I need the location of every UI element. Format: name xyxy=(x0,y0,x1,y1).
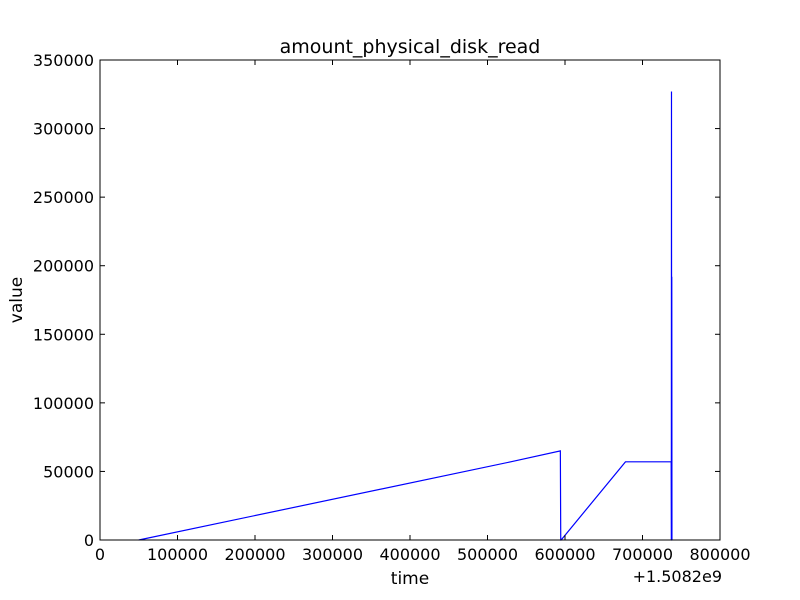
x-tick-label: 700000 xyxy=(612,545,673,564)
y-tick-label: 0 xyxy=(84,531,94,550)
y-tick-label: 350000 xyxy=(33,51,94,70)
y-tick-label: 250000 xyxy=(33,188,94,207)
x-tick-label: 500000 xyxy=(457,545,518,564)
x-tick-label: 200000 xyxy=(224,545,285,564)
y-tick-label: 50000 xyxy=(43,462,94,481)
y-tick-label: 300000 xyxy=(33,120,94,139)
x-tick-label: 600000 xyxy=(534,545,595,564)
chart-title: amount_physical_disk_read xyxy=(280,36,541,58)
ticks-layer: 0 100000 200000 300000 400000 500000 600000 700… xyxy=(33,51,751,564)
y-tick-label: 100000 xyxy=(33,394,94,413)
x-tick-label: 400000 xyxy=(379,545,440,564)
y-tick-label: 150000 xyxy=(33,325,94,344)
x-tick-label: 0 xyxy=(95,545,105,564)
x-tick-label: 800000 xyxy=(689,545,750,564)
series-line-0 xyxy=(138,91,673,541)
y-axis-label: value xyxy=(7,277,27,323)
series-layer xyxy=(138,91,673,541)
plot-frame xyxy=(99,59,721,541)
y-tick-label: 200000 xyxy=(33,257,94,276)
x-offset-label: +1.5082e9 xyxy=(633,567,722,586)
x-axis-label: time xyxy=(391,569,429,589)
x-tick-label: 300000 xyxy=(302,545,363,564)
x-tick-label: 100000 xyxy=(147,545,208,564)
